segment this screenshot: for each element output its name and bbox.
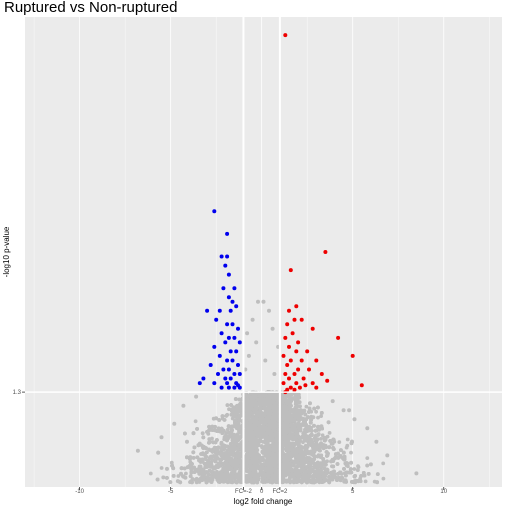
- cloud-point: [304, 404, 309, 409]
- cloud-point: [319, 437, 323, 441]
- cloud-point: [189, 470, 194, 475]
- cloud-point: [319, 414, 323, 418]
- cloud-point: [225, 427, 230, 432]
- cloud-point: [381, 461, 386, 466]
- cloud-point: [225, 403, 230, 407]
- chart-title: Ruptured vs Non-ruptured: [4, 0, 178, 16]
- cloud-point: [169, 460, 174, 465]
- cloud-point: [292, 463, 296, 468]
- cloud-point: [148, 471, 153, 476]
- cloud-point: [213, 424, 218, 429]
- cloud-point: [381, 476, 386, 481]
- cloud-point: [345, 437, 350, 442]
- cloud-point: [176, 474, 181, 478]
- cloud-point: [227, 407, 231, 412]
- cloud-point: [314, 409, 318, 414]
- cloud-point: [320, 433, 325, 438]
- cloud-point: [365, 456, 370, 460]
- cloud-point: [195, 455, 200, 460]
- cloud-point: [193, 419, 198, 424]
- cloud-point: [352, 467, 357, 471]
- cloud-point: [184, 471, 188, 476]
- cloud-point: [356, 464, 360, 468]
- cloud-point: [159, 466, 164, 470]
- cloud-point: [363, 479, 368, 484]
- cloud-point: [316, 415, 320, 420]
- cloud-point: [345, 443, 350, 448]
- cloud-point: [327, 431, 332, 435]
- cloud-point: [349, 450, 353, 455]
- cloud-point: [207, 447, 212, 452]
- cloud-point: [337, 440, 342, 444]
